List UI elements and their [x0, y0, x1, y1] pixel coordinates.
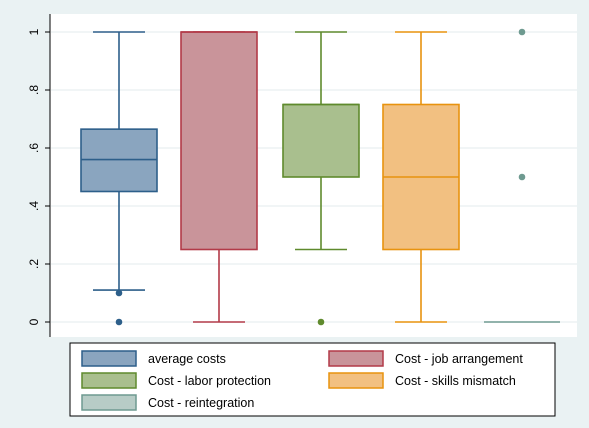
- outlier-point: [115, 289, 123, 297]
- legend-box: [69, 342, 556, 417]
- y-tick-label: .8: [27, 85, 41, 95]
- box-5: [484, 28, 560, 323]
- legend-swatch: [328, 372, 384, 389]
- legend-label: Cost - labor protection: [148, 374, 271, 388]
- outlier-point: [518, 173, 526, 181]
- iqr-box: [180, 31, 258, 251]
- box-3: [282, 31, 360, 326]
- legend-swatch: [328, 350, 384, 367]
- outlier-point: [518, 28, 526, 36]
- legend-label: Cost - reintegration: [148, 396, 254, 410]
- legend-label: average costs: [148, 352, 226, 366]
- y-tick-label: .2: [27, 259, 41, 269]
- outlier-point: [115, 318, 123, 326]
- box-1: [80, 31, 158, 326]
- legend: average costs Cost - job arrangement Cost …: [69, 342, 556, 417]
- box-2: [180, 31, 258, 323]
- y-tick-label: 0: [27, 318, 41, 325]
- y-tick-label: .6: [27, 143, 41, 153]
- y-tick-label: .4: [27, 201, 41, 211]
- outlier-point: [317, 318, 325, 326]
- y-tick-label: 1: [27, 28, 41, 35]
- legend-label: Cost - skills mismatch: [395, 374, 516, 388]
- legend-swatch: [81, 394, 137, 411]
- legend-label: Cost - job arrangement: [395, 352, 523, 366]
- legend-swatch: [81, 372, 137, 389]
- legend-swatch: [81, 350, 137, 367]
- y-axis: 0 .2 .4 .6 .8 1: [27, 14, 51, 337]
- boxes: [80, 28, 560, 326]
- box-4: [382, 31, 460, 323]
- iqr-box: [282, 103, 360, 178]
